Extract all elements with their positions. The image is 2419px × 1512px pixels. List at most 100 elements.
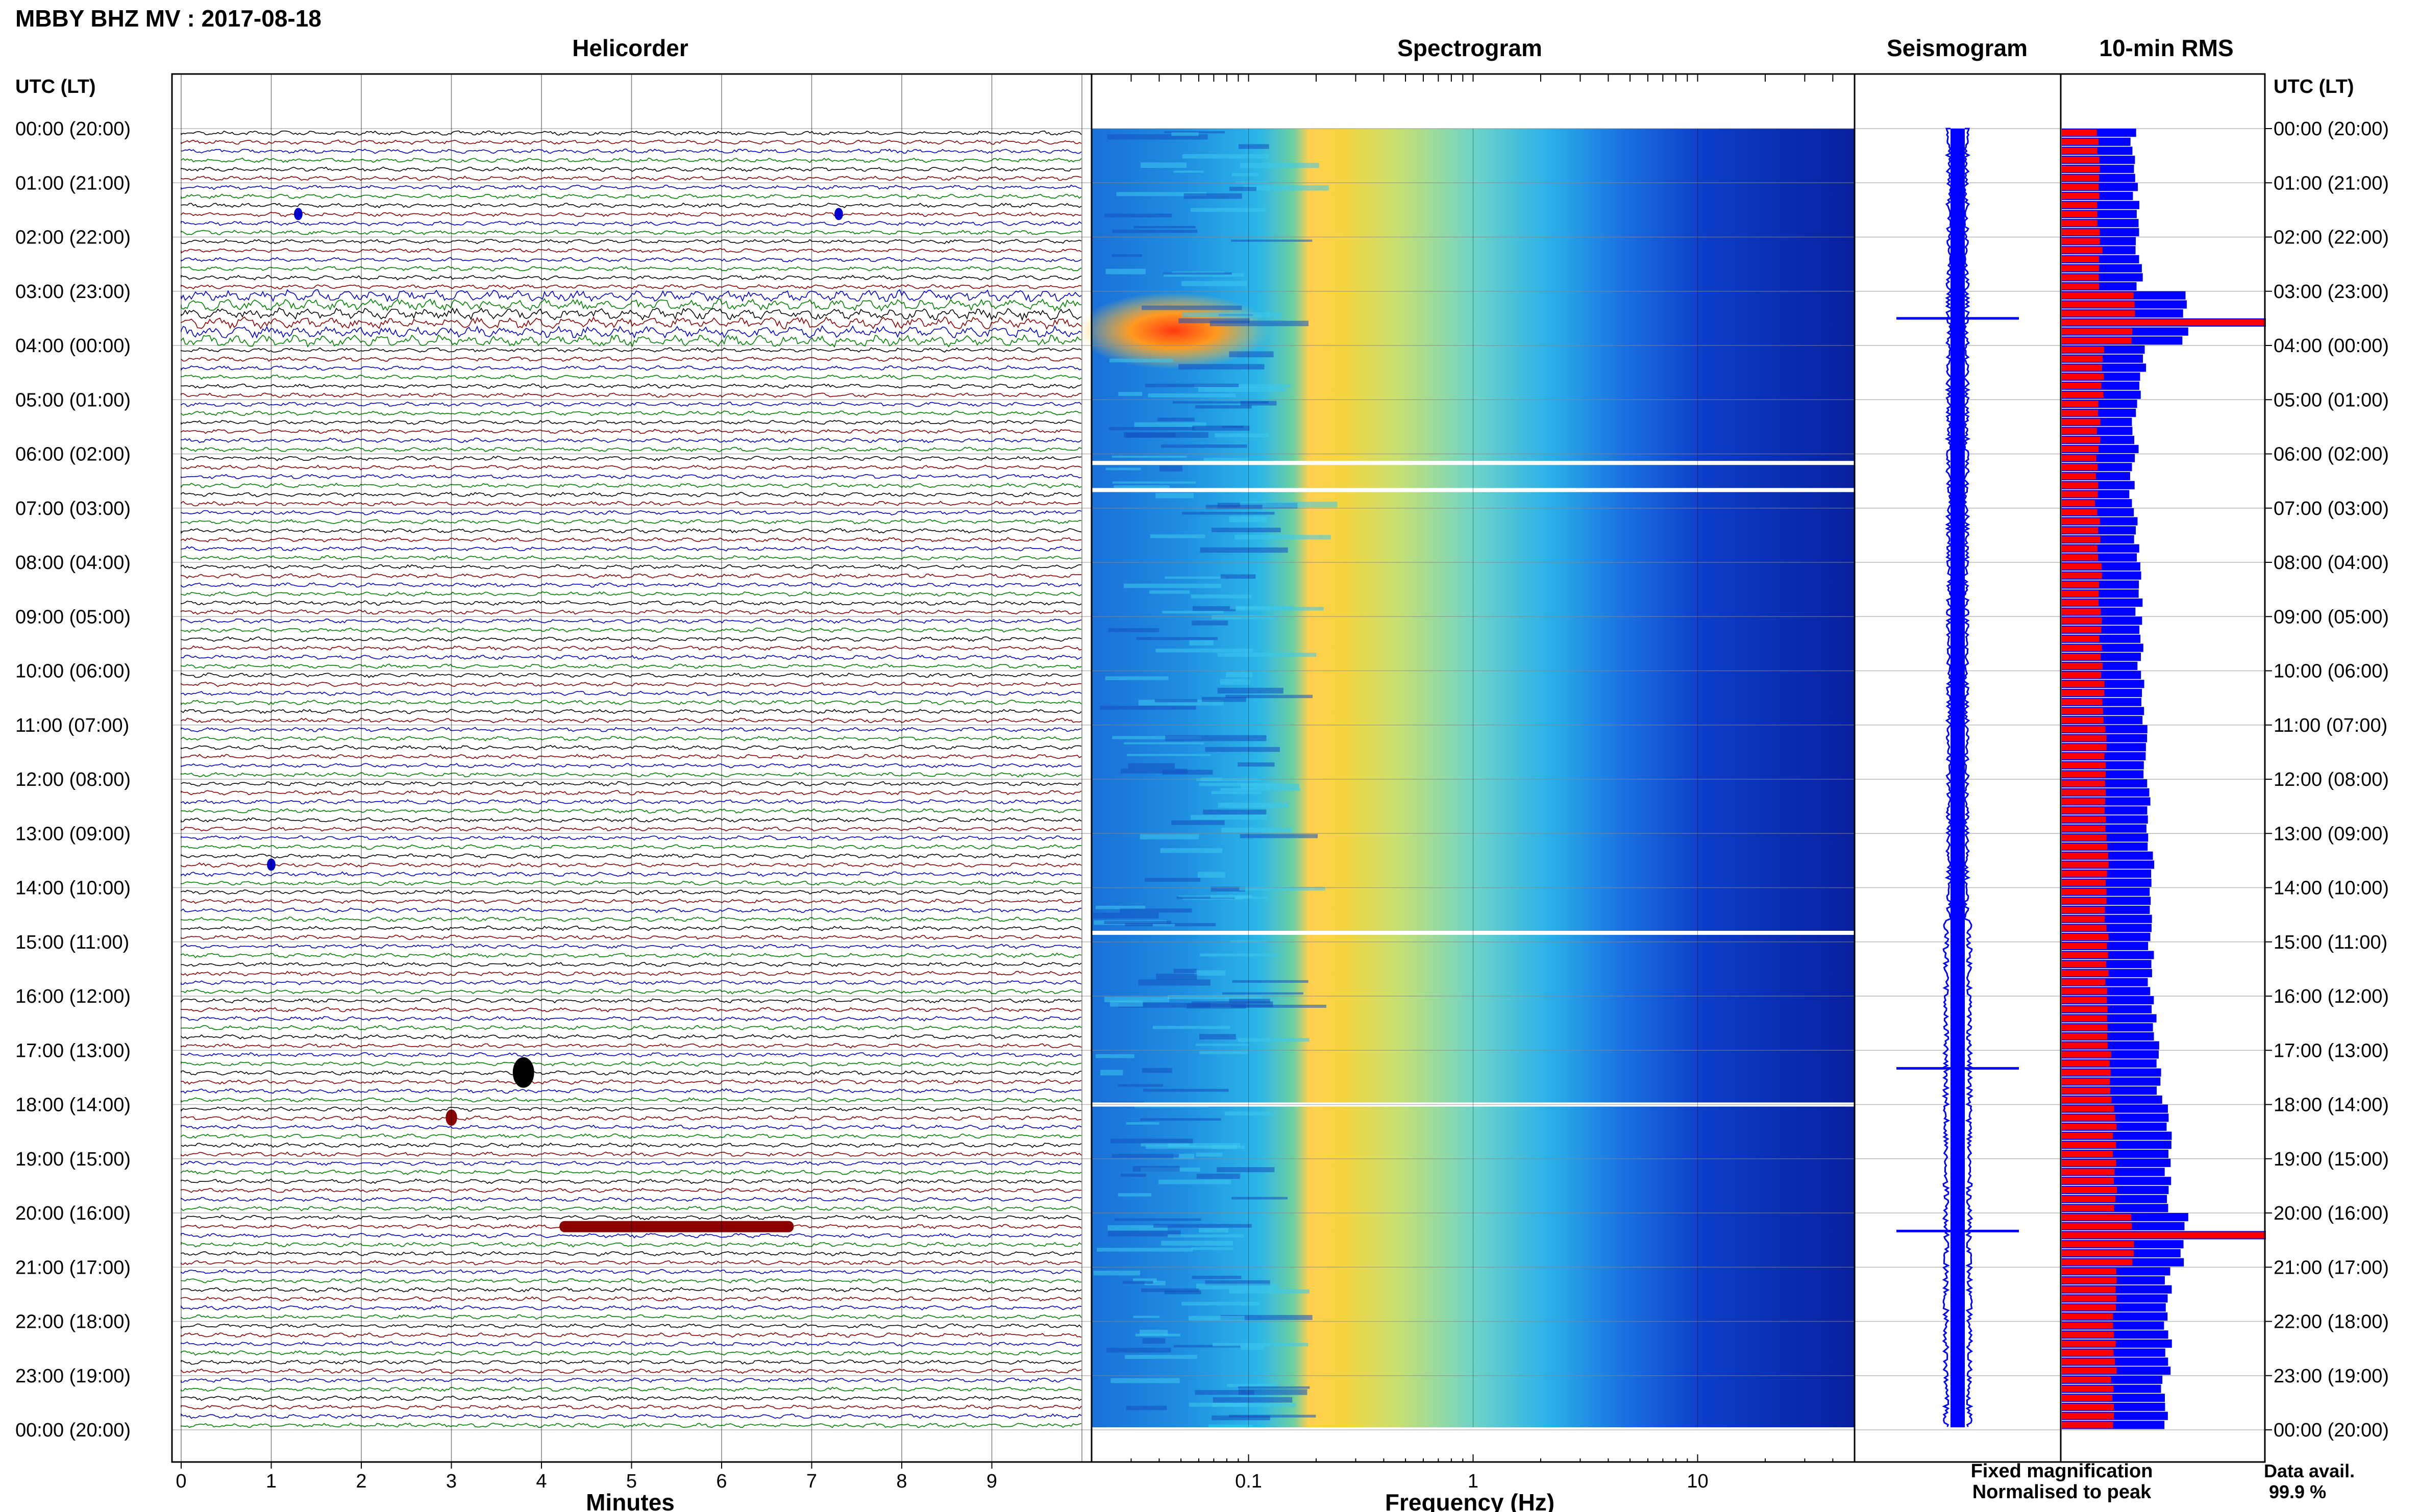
helicorder-trace <box>181 925 1082 931</box>
spectrogram-streak <box>1141 1143 1190 1147</box>
spectrogram-streak <box>1114 1218 1201 1221</box>
rms-bar-normalised <box>2062 554 2099 561</box>
spectrogram-streak <box>1100 706 1196 710</box>
spectrogram-streak <box>1231 173 1259 177</box>
spectrogram-streak <box>1104 997 1169 1002</box>
helicorder-trace <box>181 518 1082 525</box>
helicorder-trace <box>181 365 1082 371</box>
spectrogram-streak <box>1144 1280 1166 1285</box>
spectrogram-streak <box>1126 433 1176 438</box>
helicorder-trace <box>181 573 1082 579</box>
spectrogram-streak <box>1212 615 1278 619</box>
rms-bar-normalised <box>2062 762 2106 769</box>
helicorder-events <box>267 208 843 1232</box>
spectrogram-gap <box>1092 461 1855 465</box>
time-label-right: 07:00 (03:00) <box>2274 498 2389 519</box>
spectrogram-streak <box>1220 788 1300 791</box>
spectrogram-streak <box>1192 1276 1242 1279</box>
helicorder-trace <box>181 298 1082 312</box>
helicorder-trace <box>181 717 1082 724</box>
time-label-right: 04:00 (00:00) <box>2274 335 2389 357</box>
spectrogram-streak <box>1191 594 1251 599</box>
spectrogram-streak <box>1196 1173 1240 1179</box>
spectrogram-streak <box>1229 351 1274 358</box>
helicorder-trace <box>181 636 1082 642</box>
spectrogram-streak <box>1199 1051 1249 1054</box>
spectrogram-streak <box>1154 699 1198 703</box>
spectrogram-streak <box>1158 1179 1231 1184</box>
rms-bar-normalised <box>2062 382 2102 389</box>
rms-bar-normalised <box>2062 717 2104 724</box>
rms-bar-normalised <box>2062 1412 2114 1419</box>
helicorder-trace <box>181 781 1082 787</box>
spectrogram-streak <box>1112 1154 1179 1158</box>
helicorder-trace <box>181 763 1082 769</box>
helicorder-trace <box>181 325 1082 339</box>
helicorder-trace <box>181 844 1082 850</box>
helicorder-trace <box>181 871 1082 877</box>
spectrogram-streak <box>1134 422 1206 427</box>
helicorder-trace <box>181 1377 1082 1383</box>
time-label-left: 03:00 (23:00) <box>15 281 131 303</box>
helicorder-trace <box>181 247 1082 254</box>
rms-bar-normalised <box>2062 355 2103 362</box>
helicorder-trace <box>181 456 1082 461</box>
spectrogram-streak <box>1178 364 1265 370</box>
spectrogram-streak <box>1240 401 1277 406</box>
spectrogram-streak <box>1198 387 1286 392</box>
rms-bar-normalised <box>2062 888 2107 895</box>
rms-bar-normalised <box>2062 1331 2114 1338</box>
time-label-left: 12:00 (08:00) <box>15 769 131 790</box>
spectrogram-streak <box>1212 1343 1309 1347</box>
rms-bar-normalised <box>2062 1241 2134 1248</box>
rms-bar-normalised <box>2062 192 2100 200</box>
spectrogram-streak <box>1110 1378 1180 1383</box>
spectrogram-streak <box>1133 1316 1160 1318</box>
rms-bar-normalised <box>2062 256 2099 263</box>
spectrogram-streak <box>1173 1154 1195 1159</box>
spectrogram-streak <box>1127 754 1211 756</box>
helicorder-trace <box>181 1043 1082 1049</box>
rms-bar-normalised <box>2062 1395 2112 1401</box>
spectrogram-streak <box>1210 320 1309 327</box>
helicorder-trace <box>181 672 1082 678</box>
helicorder-trace <box>181 1332 1082 1338</box>
rms-bar-normalised <box>2062 346 2104 353</box>
time-label-left: 09:00 (05:00) <box>15 606 131 628</box>
spectrogram-streak <box>1118 1084 1163 1087</box>
rms-bar-normalised <box>2062 798 2106 805</box>
spectrogram-streak <box>1110 1138 1193 1144</box>
spectrogram-streak <box>1164 273 1244 277</box>
spectrogram-streak <box>1112 455 1187 458</box>
helicorder-trace <box>181 1052 1082 1058</box>
rms-bar-normalised <box>2062 699 2103 705</box>
spectrogram-streak <box>1138 700 1224 706</box>
helicorder-event <box>512 1057 534 1088</box>
helicorder-trace <box>181 952 1082 958</box>
seismogram-body <box>1951 129 1965 1427</box>
spectrogram-streak <box>1136 637 1218 640</box>
rms-bar-normalised <box>2062 1223 2132 1229</box>
spectrogram-streak <box>1196 778 1261 781</box>
helicorder-trace <box>181 564 1082 570</box>
rms-bar-normalised <box>2062 1069 2111 1076</box>
minute-tick-label: 3 <box>446 1471 457 1492</box>
helicorder-trace <box>181 546 1082 552</box>
helicorder-trace <box>181 916 1082 922</box>
spectrogram-streak <box>1220 574 1256 579</box>
vertical-gridlines <box>181 74 1698 1462</box>
time-label-right: 15:00 (11:00) <box>2274 932 2387 953</box>
time-label-right: 06:00 (02:00) <box>2274 444 2389 465</box>
time-label-right: 20:00 (16:00) <box>2274 1203 2389 1224</box>
rms-bar-normalised <box>2062 563 2102 570</box>
spectrogram-streak <box>1163 272 1232 275</box>
frequency-axis-label: Frequency (Hz) <box>1385 1489 1554 1512</box>
rms-bar-normalised <box>2062 1259 2133 1266</box>
helicorder-trace <box>181 464 1082 470</box>
rms-bar-normalised <box>2062 617 2102 624</box>
spectrogram-streak <box>1167 995 1262 999</box>
time-label-right: 19:00 (15:00) <box>2274 1149 2389 1170</box>
rms-bar-normalised <box>2062 1042 2108 1049</box>
helicorder-trace <box>181 383 1082 389</box>
freq-tick-label: 0.1 <box>1235 1471 1262 1492</box>
